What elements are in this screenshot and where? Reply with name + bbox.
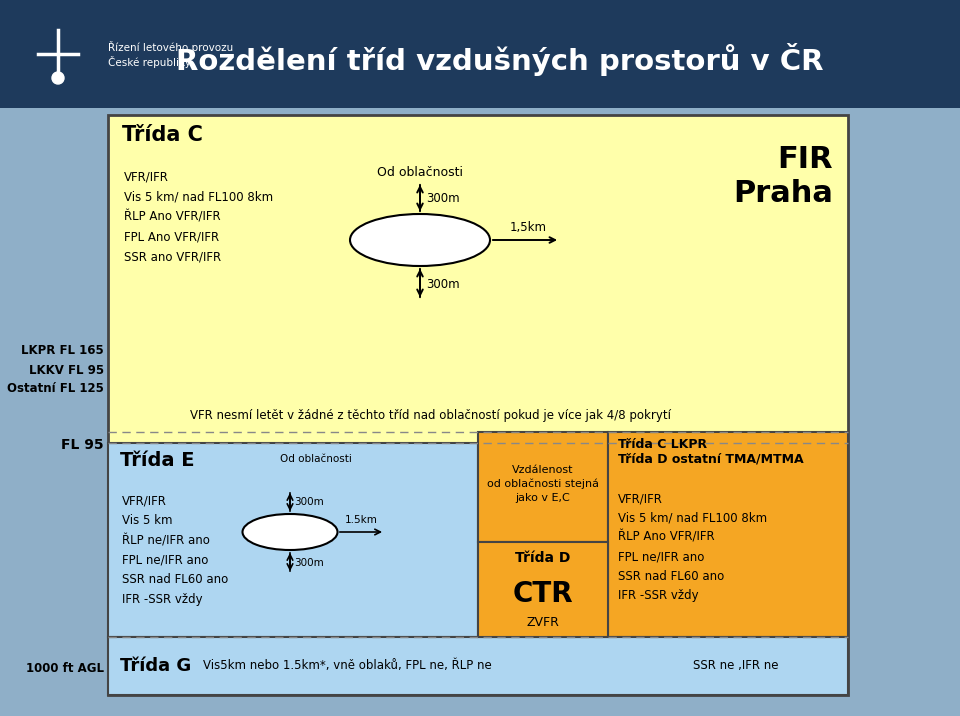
Text: FIR
Praha: FIR Praha (733, 145, 833, 208)
Text: České republiky: České republiky (108, 56, 191, 68)
Text: Rozdělení tříd vzdušných prostorů v ČR: Rozdělení tříd vzdušných prostorů v ČR (177, 44, 824, 77)
Text: Řízení letového provozu: Řízení letového provozu (108, 41, 233, 53)
Text: 1,5km: 1,5km (510, 221, 547, 233)
Bar (478, 542, 608, 637)
Text: Třída D ostatní TMA/MTMA: Třída D ostatní TMA/MTMA (618, 453, 804, 465)
Circle shape (52, 72, 64, 84)
Text: VFR nesmí letět v žádné z těchto tříd nad oblačností pokud je více jak 4/8 pokry: VFR nesmí letět v žádné z těchto tříd na… (189, 409, 670, 422)
Text: CTR: CTR (513, 580, 573, 608)
Bar (108, 443, 478, 637)
Text: Od oblačnosti: Od oblačnosti (280, 454, 352, 464)
Bar (0, 0, 960, 108)
Bar (608, 432, 848, 637)
Text: 300m: 300m (294, 497, 324, 507)
Text: VFR/IFR
Vis 5 km
ŘLP ne/IFR ano
FPL ne/IFR ano
SSR nad FL60 ano
IFR -SSR vždy: VFR/IFR Vis 5 km ŘLP ne/IFR ano FPL ne/I… (122, 495, 228, 606)
Text: 1.5km: 1.5km (345, 515, 378, 525)
Text: FL 95: FL 95 (61, 438, 104, 452)
Text: Třída C LKPR: Třída C LKPR (618, 437, 708, 450)
Text: Třída G: Třída G (120, 657, 191, 675)
Text: ZVFR: ZVFR (527, 616, 560, 629)
Ellipse shape (350, 214, 490, 266)
Bar (478, 432, 608, 542)
Text: 300m: 300m (294, 558, 324, 568)
Text: Třída E: Třída E (120, 452, 195, 470)
Text: 300m: 300m (426, 191, 460, 205)
Text: SSR ne ,IFR ne: SSR ne ,IFR ne (693, 659, 779, 672)
Text: 300m: 300m (426, 278, 460, 291)
Bar (0, 108, 960, 716)
Text: VFR/IFR
Vis 5 km/ nad FL100 8km
ŘLP Ano VFR/IFR
FPL ne/IFR ano
SSR nad FL60 ano
: VFR/IFR Vis 5 km/ nad FL100 8km ŘLP Ano … (618, 492, 767, 602)
Bar (108, 115, 848, 695)
Text: Třída D: Třída D (516, 551, 570, 565)
Text: VFR/IFR
Vis 5 km/ nad FL100 8km
ŘLP Ano VFR/IFR
FPL Ano VFR/IFR
SSR ano VFR/IFR: VFR/IFR Vis 5 km/ nad FL100 8km ŘLP Ano … (124, 170, 274, 263)
Text: Vis5km nebo 1.5km*, vně oblaků, FPL ne, ŘLP ne: Vis5km nebo 1.5km*, vně oblaků, FPL ne, … (203, 659, 492, 672)
Bar (848, 115, 960, 695)
Text: LKPR FL 165
LKKV FL 95
Ostatní FL 125: LKPR FL 165 LKKV FL 95 Ostatní FL 125 (7, 344, 104, 395)
Bar (108, 637, 848, 695)
Ellipse shape (243, 514, 338, 550)
Text: Vzdálenost
od oblačnosti stejná
jako v E,C: Vzdálenost od oblačnosti stejná jako v E… (487, 465, 599, 503)
Text: 1000 ft AGL: 1000 ft AGL (26, 662, 104, 674)
Text: Třída C: Třída C (122, 125, 203, 145)
Text: Od oblačnosti: Od oblačnosti (377, 165, 463, 178)
